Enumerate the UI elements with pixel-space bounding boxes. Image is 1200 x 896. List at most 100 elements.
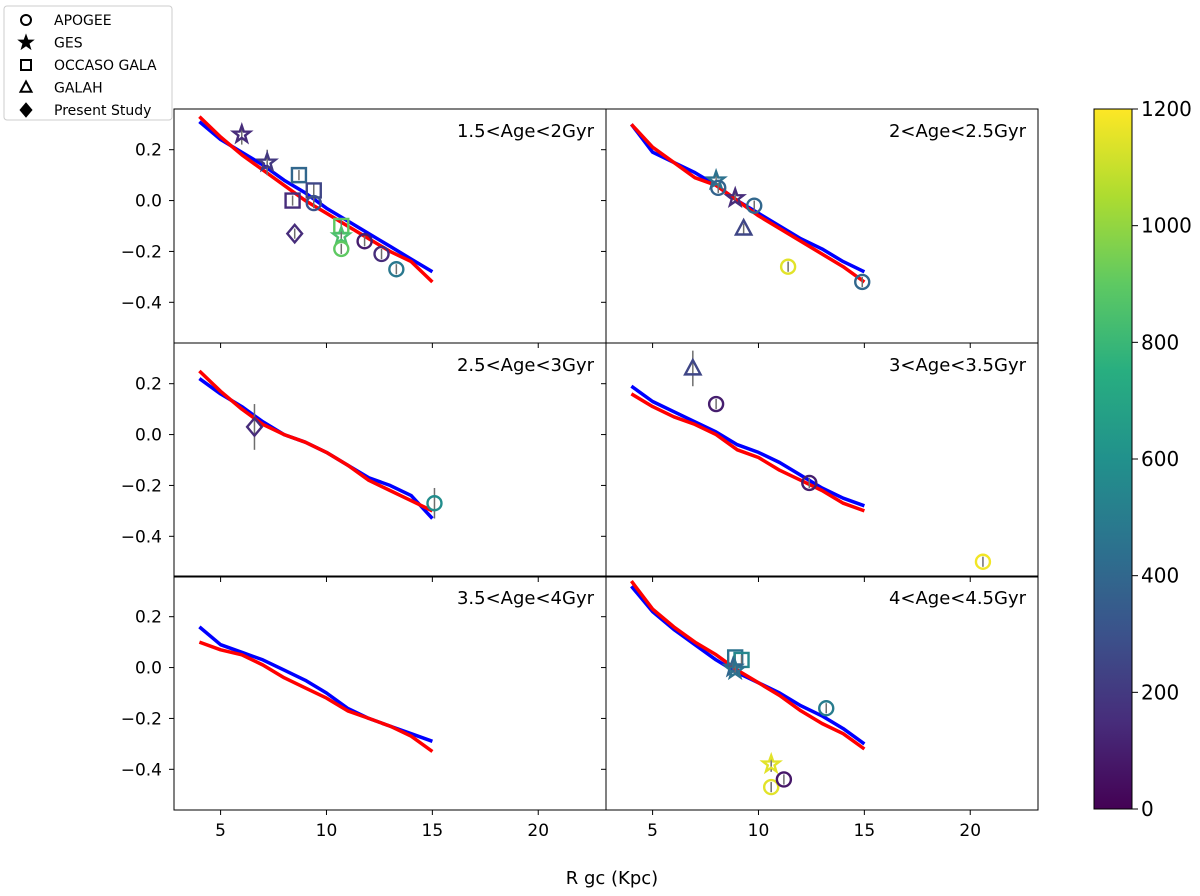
data-point-diamond [245,416,264,438]
panel-4: 3<Age<3.5Gyr [601,342,1039,582]
x-tick-label: 10 [316,821,338,841]
colorbar-tick-label: 1000 [1141,214,1192,238]
panels-group: 1.5<Age<2Gyr 0.2 0.0 −0.2 −0.4 2<Age<2.5Gyr 2.… [121,108,1039,815]
data-point-star [229,122,254,145]
data-point-circle [762,778,780,796]
data-point-circle [388,261,405,278]
panel-title: 2<Age<2.5Gyr [889,121,1027,142]
data-point-circle [818,700,835,717]
legend-box [3,5,173,121]
data-point-star [723,185,747,209]
legend-label: Present Study [54,103,151,119]
x-tick-label: 15 [854,821,876,841]
x-tick-label: 20 [527,821,549,841]
y-tick-label: 0.2 [135,375,162,395]
panel-frame [605,108,1039,344]
data-point-circle [333,240,350,258]
colorbar-gradient [1093,108,1133,810]
data-point-triangle [733,217,754,236]
panel-3: 2.5<Age<3Gyr 0.2 0.0 −0.2 −0.4 [121,342,607,582]
x-tick-label: 5 [647,821,658,841]
x-axis-label: R gc (Kpc) [566,868,658,889]
data-point-circle [305,194,322,212]
data-point-circle [746,197,763,214]
panel-1: 1.5<Age<2Gyr 0.2 0.0 −0.2 −0.4 [121,108,607,348]
model-line-red [198,115,434,284]
panel-frame [605,575,1039,811]
data-point-star [329,223,354,247]
data-point-square [290,166,308,184]
y-tick-label: −0.2 [121,476,162,496]
data-point-star [723,657,747,681]
model-line-blue [630,123,866,274]
y-tick-label: 0.0 [135,192,162,212]
colorbar-tick-label: 0 [1141,797,1154,821]
legend-marker-square [20,59,32,71]
data-point-circle [854,273,871,291]
legend-marker-triangle [18,79,34,93]
panel-title: 3<Age<3.5Gyr [889,355,1027,376]
data-point-circle [779,258,797,275]
colorbar-tick-label: 200 [1141,680,1179,704]
y-tick-label: 0.0 [135,659,162,679]
data-point-circle [775,771,793,788]
data-point-star [255,150,279,173]
data-point-diamond [285,223,304,245]
y-tick-label: −0.4 [121,760,162,780]
legend-label: OCCASO GALA [54,58,157,74]
model-line-red [630,580,866,751]
y-tick-label: 0.2 [135,608,162,628]
legend-label: GALAH [54,81,103,97]
colorbar-tick-label: 600 [1141,447,1179,471]
model-line-blue [630,384,865,508]
data-point-circle [974,553,992,570]
colorbar: 0 200 400 600 800 1000 1200 [1093,97,1192,821]
y-tick-label: 0.2 [135,141,162,161]
colorbar-tick-label: 800 [1141,330,1179,354]
model-line-red [198,640,434,753]
legend: APOGEE GES OCCASO GALA GALAH Present Study [3,5,173,121]
panel-frame [605,342,1039,578]
panel-title: 1.5<Age<2Gyr [457,121,595,142]
x-tick-label: 15 [422,821,444,841]
data-point-square [284,192,301,209]
data-point-triangle [683,357,703,376]
y-tick-label: −0.4 [121,293,162,313]
legend-marker-circle [20,14,32,26]
legend-label: APOGEE [54,13,112,29]
data-point-circle [707,395,725,413]
panel-frame [173,575,607,811]
y-tick-label: −0.2 [121,709,162,729]
panel-title: 3.5<Age<4Gyr [457,588,595,609]
x-tick-label: 5 [215,821,226,841]
colorbar-tick-label: 1200 [1141,97,1192,121]
x-tick-label: 20 [959,821,981,841]
model-line-red [198,369,434,513]
data-point-square [305,182,322,199]
data-point-circle [356,233,373,250]
data-point-star [759,751,783,775]
y-tick-label: −0.4 [121,527,162,547]
panel-frame [173,342,607,578]
model-line-blue [198,625,433,743]
panel-6: 4<Age<4.5Gyr [601,575,1039,815]
model-line-red [630,392,865,513]
legend-label: GES [54,36,83,52]
data-point-circle [426,495,443,512]
legend-marker-star [17,33,35,51]
data-point-circle [801,474,818,492]
legend-marker-diamond [19,102,33,118]
panel-2: 2<Age<2.5Gyr [601,108,1039,348]
y-tick-label: 0.0 [135,426,162,446]
panel-title: 2.5<Age<3Gyr [457,355,595,376]
data-point-star [721,655,745,678]
x-tick-labels: 5 10 15 20 5 10 15 20 [215,821,981,841]
panel-5: 3.5<Age<4Gyr 0.2 0.0 −0.2 −0.4 [121,575,607,815]
y-tick-label: −0.2 [121,242,162,262]
data-point-circle [373,245,390,263]
panel-frame [173,108,607,344]
data-point-star [704,167,728,191]
colorbar-tick-label: 400 [1141,564,1179,588]
data-point-circle [710,179,727,197]
